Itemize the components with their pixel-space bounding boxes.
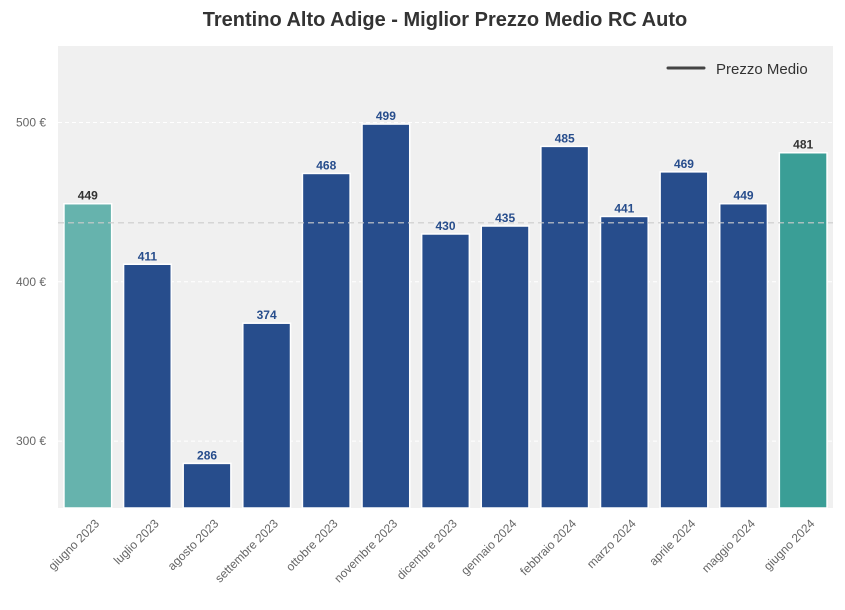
chart-title: Trentino Alto Adige - Miglior Prezzo Med… xyxy=(203,9,687,31)
bar-value-label: 481 xyxy=(793,138,813,152)
x-tick-label: novembre 2023 xyxy=(331,516,400,585)
legend-label: Prezzo Medio xyxy=(716,61,808,78)
bar-value-label: 374 xyxy=(257,308,277,322)
bar-value-label: 449 xyxy=(734,189,754,203)
bar xyxy=(540,145,590,509)
bar xyxy=(420,233,471,509)
x-tick-label: settembre 2023 xyxy=(212,516,281,585)
x-tick-label: dicembre 2023 xyxy=(394,516,460,582)
legend: Prezzo Medio xyxy=(666,61,808,78)
x-tick-label: giugno 2024 xyxy=(761,516,818,573)
bar-value-label: 411 xyxy=(138,249,158,263)
bar xyxy=(122,263,173,509)
bar xyxy=(480,225,530,509)
x-tick-label: febbraio 2024 xyxy=(517,516,579,578)
y-tick-label: 300 € xyxy=(16,434,46,448)
y-tick-label: 400 € xyxy=(16,275,46,289)
bar-value-label: 485 xyxy=(555,131,575,145)
bar xyxy=(301,172,351,509)
x-tick-label: giugno 2023 xyxy=(46,516,103,573)
bar-value-label: 441 xyxy=(614,201,634,215)
x-tick-label: marzo 2024 xyxy=(584,516,639,571)
x-tick-label: aprile 2024 xyxy=(646,516,698,568)
bar xyxy=(778,151,828,509)
bar-value-label: 449 xyxy=(78,189,98,203)
y-tick-label: 500 € xyxy=(16,115,46,129)
bar xyxy=(361,123,411,509)
x-tick-label: agosto 2023 xyxy=(165,516,222,573)
bar xyxy=(599,215,649,509)
bar-value-label: 469 xyxy=(674,157,694,171)
x-tick-label: maggio 2024 xyxy=(699,516,758,575)
x-tick-label: gennaio 2024 xyxy=(458,516,520,578)
bar-value-label: 435 xyxy=(495,211,515,225)
bar xyxy=(63,202,113,509)
x-tick-label: luglio 2023 xyxy=(111,516,162,567)
bar xyxy=(242,322,292,509)
bar-value-label: 499 xyxy=(376,109,396,123)
x-tick-label: ottobre 2023 xyxy=(283,516,341,574)
bar xyxy=(718,202,769,509)
bar xyxy=(182,462,232,509)
bar-value-label: 286 xyxy=(197,448,217,462)
bar xyxy=(659,171,709,509)
bar-value-label: 430 xyxy=(435,219,455,233)
bar-value-label: 468 xyxy=(316,158,336,172)
